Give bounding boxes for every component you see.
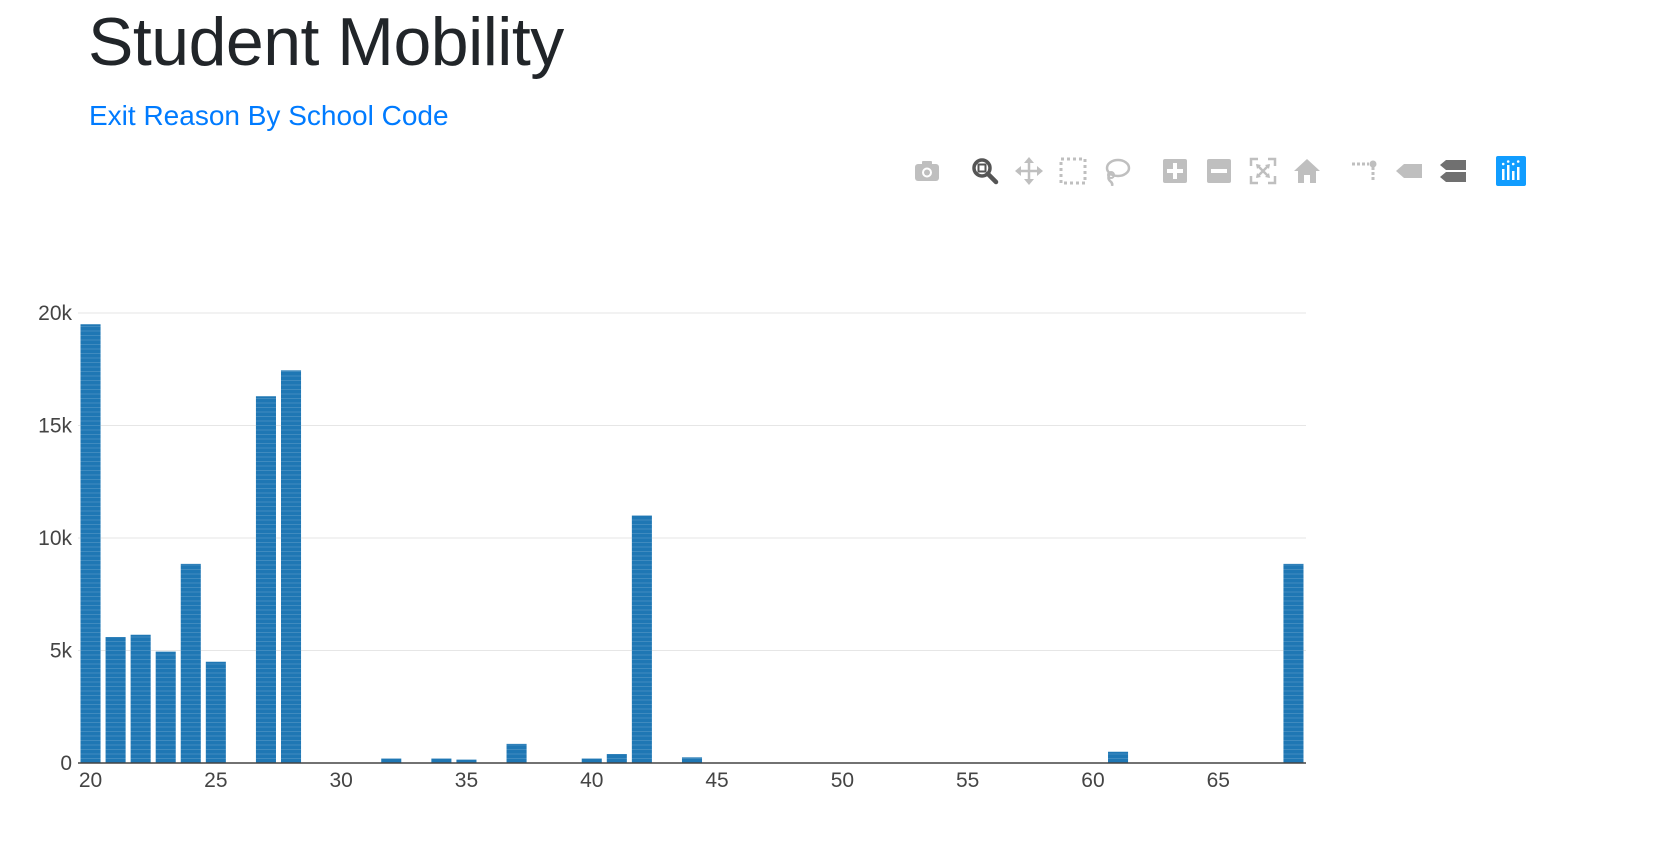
chart-modebar (905, 151, 1547, 191)
modebar-group (905, 151, 949, 191)
zoom-in-button[interactable] (1153, 151, 1197, 191)
x-tick-label: 20 (79, 769, 102, 792)
reset-axes-icon (1294, 159, 1320, 183)
x-tick-label: 40 (580, 769, 603, 792)
bar-chart[interactable]: 0 5k 10k 15k 20k 20 25 30 35 40 45 50 55 60 65 (0, 300, 1340, 820)
x-tick-label: 55 (956, 769, 979, 792)
bar-68 (1283, 563, 1304, 763)
bar-35 (456, 759, 477, 763)
y-tick-label: 5k (50, 640, 73, 663)
box-select-button[interactable] (1051, 151, 1095, 191)
toggle-spike-lines-icon (1352, 160, 1377, 182)
autoscale-icon (1249, 157, 1277, 185)
bar-20 (80, 324, 101, 763)
bar-23 (155, 651, 176, 763)
x-tick-label: 35 (455, 769, 478, 792)
autoscale-button[interactable] (1241, 151, 1285, 191)
bar-42 (631, 515, 652, 763)
camera-button[interactable] (905, 151, 949, 191)
box-select-icon (1059, 157, 1087, 185)
toggle-spike-lines-button[interactable] (1343, 151, 1387, 191)
y-tick-label: 0 (60, 752, 72, 775)
y-tick-label: 20k (38, 302, 72, 325)
x-tick-label: 30 (329, 769, 352, 792)
modebar-group (1343, 151, 1475, 191)
subtitle-link[interactable]: Exit Reason By School Code (89, 100, 449, 131)
modebar-group (1153, 151, 1329, 191)
bar-37 (506, 743, 527, 763)
lasso-select-button[interactable] (1095, 151, 1139, 191)
zoom-button[interactable] (963, 151, 1007, 191)
modebar-group (963, 151, 1139, 191)
zoom-out-icon (1207, 159, 1231, 183)
hover-compare-button[interactable] (1431, 151, 1475, 191)
page-title: Student Mobility (88, 4, 564, 80)
x-tick-label: 50 (831, 769, 854, 792)
bar-24 (180, 563, 201, 763)
hover-closest-icon (1396, 164, 1422, 178)
bar-40 (581, 758, 602, 763)
hover-compare-icon (1440, 160, 1466, 182)
x-tick-label: 60 (1081, 769, 1104, 792)
bar-44 (681, 757, 703, 763)
pan-icon (1015, 157, 1043, 185)
lasso-select-icon (1105, 158, 1131, 186)
camera-icon (915, 161, 939, 181)
plotly-logo-button[interactable] (1489, 151, 1533, 191)
bar-28 (280, 370, 302, 763)
y-tick-label: 15k (38, 415, 72, 438)
zoom-icon (972, 158, 999, 185)
x-tick-label: 25 (204, 769, 227, 792)
plotly-logo-icon (1496, 156, 1526, 186)
pan-button[interactable] (1007, 151, 1051, 191)
x-tick-label: 45 (705, 769, 728, 792)
bar-22 (130, 634, 151, 763)
y-tick-label: 10k (38, 527, 72, 550)
hover-closest-button[interactable] (1387, 151, 1431, 191)
modebar-group (1489, 151, 1533, 191)
reset-axes-button[interactable] (1285, 151, 1329, 191)
bar-21 (105, 637, 126, 763)
zoom-in-icon (1163, 159, 1187, 183)
bar-32 (381, 758, 402, 763)
bar-27 (255, 396, 276, 763)
zoom-out-button[interactable] (1197, 151, 1241, 191)
bar-41 (606, 754, 627, 763)
bar-34 (431, 758, 452, 763)
bar-61 (1108, 751, 1129, 763)
bar-25 (205, 661, 226, 763)
x-tick-label: 65 (1207, 769, 1230, 792)
